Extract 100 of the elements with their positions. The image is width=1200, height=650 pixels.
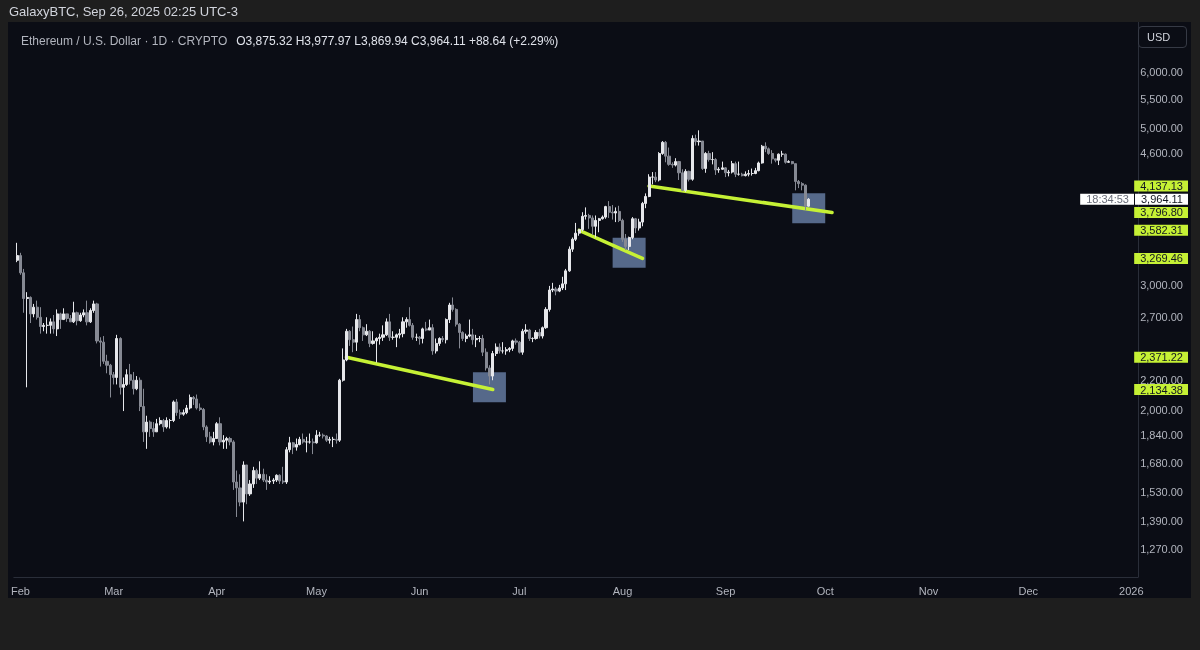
x-tick-label: Sep xyxy=(715,584,736,597)
candlestick xyxy=(72,301,75,324)
y-tick-label: 6,000.00 xyxy=(1140,65,1183,78)
candlestick xyxy=(328,436,331,445)
candlestick xyxy=(724,166,727,178)
annotation: 18:34:53 xyxy=(1086,193,1129,206)
candlestick xyxy=(388,313,391,342)
candlestick xyxy=(192,395,195,406)
candlestick xyxy=(737,161,740,177)
candlestick xyxy=(521,328,524,356)
x-tick-label: 2026 xyxy=(1119,584,1144,597)
candlestick xyxy=(741,172,744,177)
candlestick xyxy=(634,217,637,234)
candlestick xyxy=(538,328,541,339)
candlestick xyxy=(292,441,295,455)
x-tick-label: Feb xyxy=(10,584,30,597)
candlestick xyxy=(195,394,198,411)
candlestick xyxy=(604,205,607,220)
candlestick xyxy=(784,152,787,165)
candlestick xyxy=(684,168,687,193)
candlestick xyxy=(315,429,318,445)
candlestick xyxy=(352,326,355,353)
candlestick xyxy=(435,337,438,354)
candlestick xyxy=(471,328,474,346)
candlestick xyxy=(62,307,65,321)
candlestick xyxy=(664,140,667,163)
y-tick-label: 3,796.80 xyxy=(1140,206,1183,219)
x-tick-label: Nov xyxy=(918,584,939,597)
candlestick xyxy=(534,329,538,341)
y-tick-label: 3,000.00 xyxy=(1140,278,1183,291)
candlestick xyxy=(807,197,810,208)
candlestick xyxy=(721,161,724,171)
candlestick xyxy=(135,375,138,391)
y-tick-label: 1,840.00 xyxy=(1140,429,1183,442)
candlestick xyxy=(431,323,434,356)
y-tick-label: 1,390.00 xyxy=(1140,515,1183,528)
candlestick xyxy=(505,346,508,356)
candlestick xyxy=(149,419,152,438)
candlestick xyxy=(764,141,767,153)
candlestick xyxy=(75,311,79,326)
y-tick-label: 5,000.00 xyxy=(1140,121,1183,134)
candlestick xyxy=(26,291,29,388)
candlestick xyxy=(654,171,657,183)
x-tick-label: Apr xyxy=(208,584,226,597)
y-tick-label: 2,200.00 xyxy=(1140,374,1183,387)
candlestick xyxy=(56,308,59,337)
candlestick xyxy=(794,163,797,191)
candlestick xyxy=(714,157,717,176)
text: GalaxyBTC, Sep 26, 2025 02:25 UTC-3 xyxy=(9,4,239,20)
candlestick xyxy=(418,335,421,346)
candlestick xyxy=(312,438,315,455)
candlestick xyxy=(691,134,694,182)
candlestick xyxy=(225,436,228,450)
candlestick xyxy=(16,242,19,263)
candlestick xyxy=(608,200,611,219)
x-tick-label: Mar xyxy=(104,584,124,597)
candlestick xyxy=(32,303,35,318)
text: Ethereum / U.S. Dollar · 1D · CRYPTO xyxy=(21,34,228,48)
candlestick xyxy=(771,149,774,165)
candlestick xyxy=(302,433,305,445)
candlestick xyxy=(255,468,258,485)
candlestick xyxy=(528,328,531,342)
candlestick xyxy=(421,327,424,344)
y-tick-label: 2,371.22 xyxy=(1140,351,1183,364)
x-tick-label: Jul xyxy=(512,584,527,597)
candlestick xyxy=(29,295,32,324)
candlestick xyxy=(401,316,405,338)
candlestick xyxy=(189,394,192,411)
candlestick xyxy=(268,475,271,485)
candlestick xyxy=(368,329,371,348)
candlestick xyxy=(511,339,514,352)
candlestick xyxy=(265,473,268,491)
candlestick xyxy=(498,342,501,354)
candlestick xyxy=(69,314,72,323)
x-tick-label: Aug xyxy=(612,584,633,597)
candlestick xyxy=(119,336,122,396)
candlestick xyxy=(674,157,677,167)
candlestick xyxy=(79,312,82,323)
candlestick xyxy=(155,418,158,433)
y-tick-label: 3,582.31 xyxy=(1140,224,1183,237)
candlestick xyxy=(258,460,261,481)
y-tick-label: 1,680.00 xyxy=(1140,457,1183,470)
x-tick-label: Jun xyxy=(410,584,429,597)
text: O3,875.32 H3,977.97 L3,869.94 C3,964.11 +88.64 (+2.29%) xyxy=(236,34,559,48)
candlestick xyxy=(115,334,118,385)
candlestick xyxy=(687,170,691,182)
candlestick xyxy=(777,152,780,166)
candlestick xyxy=(305,436,308,453)
candlestick xyxy=(152,421,155,438)
y-tick-label: 3,269.46 xyxy=(1140,252,1183,265)
x-tick-label: Dec xyxy=(1018,584,1039,597)
candlestick xyxy=(594,214,597,238)
candlestick xyxy=(611,204,614,221)
candlestick xyxy=(704,151,707,174)
y-tick-label: 4,137.13 xyxy=(1140,180,1183,193)
candlestick xyxy=(707,150,711,163)
candlestick xyxy=(591,214,594,236)
candlestick xyxy=(365,323,368,337)
candlestick xyxy=(747,169,750,177)
candlestick xyxy=(295,438,298,452)
